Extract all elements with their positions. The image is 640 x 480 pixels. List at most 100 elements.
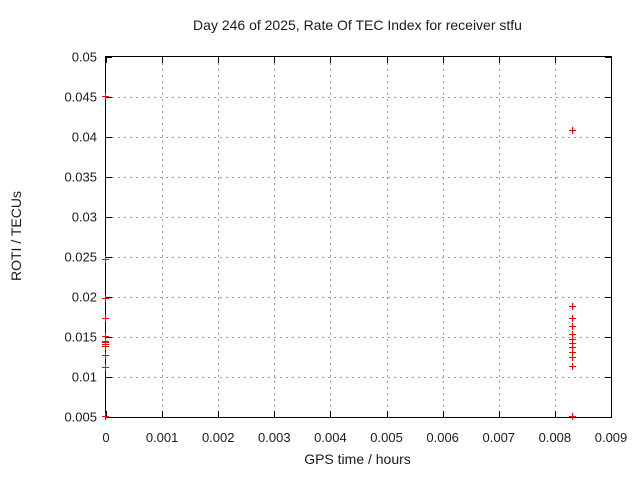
x-axis-tick-top — [442, 57, 444, 63]
data-point-marker — [102, 413, 109, 420]
gridline-horizontal — [106, 97, 611, 98]
gridline-vertical — [274, 57, 276, 417]
x-axis-tick — [442, 411, 444, 417]
y-tick-label: 0.005 — [64, 409, 97, 425]
y-axis-tick-right — [605, 417, 611, 418]
data-point-marker — [569, 315, 577, 323]
x-axis-tick-top — [330, 57, 332, 63]
y-axis-tick — [106, 217, 112, 218]
x-axis-tick-top — [218, 57, 220, 63]
data-point-marker — [569, 413, 577, 420]
x-tick-label: 0.003 — [258, 430, 291, 445]
y-axis-tick — [106, 297, 112, 298]
data-point-marker — [569, 331, 577, 339]
gridline-vertical — [498, 57, 500, 417]
data-point-marker — [102, 295, 109, 303]
y-axis-tick — [106, 417, 112, 418]
x-axis-label: GPS time / hours — [304, 451, 411, 467]
y-axis-label: ROTI / TECUs — [8, 191, 24, 281]
y-axis-tick — [106, 377, 112, 378]
x-tick-label: 0.001 — [145, 430, 179, 445]
y-tick-label: 0.02 — [71, 289, 97, 305]
x-axis-tick-top — [162, 57, 164, 63]
chart-title: Day 246 of 2025, Rate Of TEC Index for r… — [193, 17, 522, 33]
y-axis-tick — [106, 337, 112, 338]
x-tick-label: 0.005 — [370, 430, 403, 445]
data-point-marker — [569, 322, 577, 330]
y-axis-tick-right — [605, 337, 611, 338]
y-tick-label: 0.015 — [64, 329, 97, 345]
data-point-marker — [102, 333, 109, 340]
gridline-vertical — [386, 57, 388, 417]
x-axis-tick-top — [106, 57, 107, 63]
y-axis-tick — [106, 257, 112, 258]
x-axis-tick — [274, 411, 276, 417]
x-tick-label: 0.002 — [201, 430, 235, 445]
data-point-marker — [102, 364, 109, 372]
y-axis-tick-right — [605, 217, 611, 218]
data-point-marker — [102, 352, 109, 360]
x-axis-tick-top — [386, 57, 388, 63]
y-axis-tick — [106, 97, 112, 98]
x-axis-tick-top — [611, 57, 612, 63]
x-axis-tick — [162, 411, 164, 417]
data-point-marker — [569, 126, 577, 134]
data-point-marker — [569, 336, 577, 344]
x-axis-tick-top — [498, 57, 500, 63]
gridline-vertical — [554, 57, 556, 417]
x-axis-tick — [554, 411, 556, 417]
gridline-horizontal — [106, 217, 611, 218]
y-tick-label: 0.05 — [71, 49, 97, 65]
y-tick-label: 0.04 — [71, 129, 97, 145]
x-axis-tick-top — [274, 57, 276, 63]
plot-area: 0 0.001 0.002 0.003 0.004 0.005 0.006 0.007 0.00… — [64, 50, 627, 446]
gridline-horizontal — [106, 297, 611, 298]
gridline-vertical — [218, 57, 220, 417]
data-point-marker — [569, 340, 577, 348]
y-axis-tick-right — [605, 57, 611, 58]
x-axis-tick — [218, 411, 220, 417]
y-axis-tick-right — [605, 377, 611, 378]
y-axis-tick-right — [605, 297, 611, 298]
y-tick-label: 0.01 — [71, 369, 97, 385]
gridline-vertical — [330, 57, 332, 417]
x-tick-label: 0.006 — [426, 430, 459, 445]
data-point-marker — [569, 344, 577, 352]
data-point-marker — [569, 349, 577, 356]
y-axis-tick-right — [605, 137, 611, 138]
x-axis-tick — [611, 411, 612, 417]
gridline-horizontal — [106, 137, 611, 138]
x-tick-label: 0.008 — [538, 430, 572, 445]
gridline-vertical — [162, 57, 164, 417]
x-axis-tick — [498, 411, 500, 417]
data-point-marker — [102, 256, 109, 264]
y-axis-tick-right — [605, 257, 611, 258]
gridline-horizontal — [106, 337, 611, 338]
x-tick-label: 0.004 — [314, 430, 347, 445]
y-axis-tick — [106, 137, 112, 138]
y-axis-tick-right — [605, 177, 611, 178]
gridline-horizontal — [106, 257, 611, 258]
x-tick-label: 0 — [102, 430, 110, 445]
x-tick-label: 0.009 — [594, 430, 628, 445]
x-axis-tick — [106, 411, 107, 417]
data-point-marker — [569, 362, 577, 370]
y-axis-tick-right — [605, 97, 611, 98]
data-point-marker — [102, 314, 109, 322]
y-tick-label: 0.025 — [64, 249, 97, 265]
x-axis-tick — [386, 411, 388, 417]
y-axis-tick — [106, 57, 112, 58]
y-tick-label: 0.045 — [64, 89, 97, 105]
x-axis-tick-top — [554, 57, 556, 63]
x-tick-label: 0.007 — [482, 430, 516, 445]
data-point-marker — [102, 343, 109, 351]
gridline-horizontal — [106, 377, 611, 378]
y-tick-label: 0.03 — [71, 209, 97, 225]
x-axis-tick — [330, 411, 332, 417]
y-tick-label: 0.035 — [64, 169, 97, 185]
data-point-marker — [569, 303, 577, 311]
gridline-vertical — [442, 57, 444, 417]
y-axis-tick — [106, 177, 112, 178]
data-point-marker — [102, 93, 109, 100]
